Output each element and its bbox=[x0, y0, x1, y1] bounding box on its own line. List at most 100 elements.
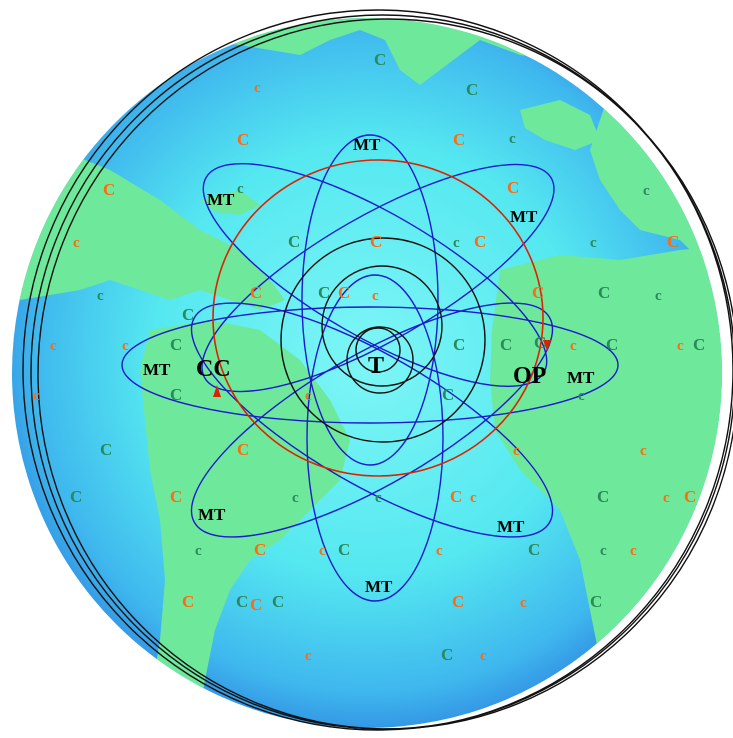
scatter-letter: C bbox=[236, 592, 248, 611]
land-south-america bbox=[140, 320, 350, 728]
scatter-letter: C bbox=[598, 283, 610, 302]
mt-orbit-1 bbox=[301, 134, 439, 466]
scatter-letter: C bbox=[250, 595, 262, 614]
scatter-letter: c bbox=[663, 490, 670, 506]
scatter-letter: c bbox=[375, 490, 382, 506]
mt-label-1: MT bbox=[353, 135, 381, 154]
scatter-letter: C bbox=[450, 487, 462, 506]
scatter-letter: C bbox=[534, 333, 546, 352]
mt-labels: MT MT MT MT MT MT MT MT bbox=[143, 135, 595, 596]
land-island-north bbox=[520, 100, 600, 150]
scatter-letter: C bbox=[254, 540, 266, 559]
scatter-letter: c bbox=[513, 443, 520, 459]
scatter-letter: c bbox=[600, 543, 607, 559]
mt-orbits bbox=[121, 134, 619, 602]
globe-outlines bbox=[22, 9, 733, 731]
scatter-letter: C bbox=[474, 232, 486, 251]
region-label-cc: CC bbox=[196, 356, 231, 382]
scatter-letter: c bbox=[73, 235, 80, 251]
scatter-letter: C bbox=[374, 50, 386, 69]
scatter-letter: C bbox=[250, 283, 262, 302]
scatter-letter: c bbox=[305, 648, 312, 664]
scatter-letter: C bbox=[507, 178, 519, 197]
center-label: T bbox=[368, 353, 384, 379]
scatter-letter: c bbox=[655, 288, 662, 304]
scatter-letter: C bbox=[453, 335, 465, 354]
scatter-letter: C bbox=[70, 487, 82, 506]
core-rings bbox=[280, 237, 486, 443]
scatter-letter: c bbox=[453, 235, 460, 251]
scatter-letter: c bbox=[643, 183, 650, 199]
scatter-letter: C bbox=[170, 487, 182, 506]
red-ring-arrow-left bbox=[213, 385, 221, 397]
mt-orbit-3 bbox=[201, 163, 555, 393]
scatter-letter: C bbox=[452, 592, 464, 611]
scatter-letter: C bbox=[466, 80, 478, 99]
scatter-letter: c bbox=[509, 131, 516, 147]
scatter-letter: c bbox=[480, 648, 487, 664]
scatter-letter: c bbox=[590, 235, 597, 251]
scatter-letter: C bbox=[170, 385, 182, 404]
mt-label-3: MT bbox=[510, 207, 538, 226]
scatter-letter: c bbox=[630, 543, 637, 559]
mt-orbit-2 bbox=[202, 162, 548, 388]
scatter-letter: C bbox=[597, 487, 609, 506]
scatter-letter: C bbox=[272, 592, 284, 611]
scatter-letter: c bbox=[578, 388, 585, 404]
scatter-letter: c bbox=[237, 181, 244, 197]
scatter-letter: C bbox=[441, 645, 453, 664]
scatter-letter: c bbox=[97, 288, 104, 304]
scatter-letter: C bbox=[606, 335, 618, 354]
scatter-letter: C bbox=[500, 335, 512, 354]
scatter-letter: C bbox=[532, 283, 544, 302]
scatter-letter: c bbox=[254, 80, 261, 96]
scatter-letter: c bbox=[640, 443, 647, 459]
scatter-letter: c bbox=[677, 338, 684, 354]
mt-label-6: MT bbox=[198, 505, 226, 524]
scatter-letter: c bbox=[319, 543, 326, 559]
scatter-letter: c bbox=[292, 490, 299, 506]
region-label-op: OP bbox=[513, 363, 546, 389]
scatter-letter: C bbox=[684, 487, 696, 506]
scatter-letter: c bbox=[33, 388, 40, 404]
scatter-letter: C bbox=[528, 540, 540, 559]
mt-orbit-6 bbox=[190, 302, 554, 538]
scatter-letter: c bbox=[122, 338, 129, 354]
mt-label-4: MT bbox=[143, 360, 171, 379]
mt-label-2: MT bbox=[207, 190, 235, 209]
scatter-letter: c bbox=[372, 288, 379, 304]
scatter-letter: C bbox=[182, 305, 194, 324]
scatter-letter: C bbox=[237, 440, 249, 459]
mt-orbit-4 bbox=[121, 306, 619, 424]
scatter-letter: C bbox=[338, 540, 350, 559]
scatter-letter: C bbox=[590, 592, 602, 611]
mt-label-5: MT bbox=[567, 368, 595, 387]
scatter-letter: C bbox=[103, 180, 115, 199]
scatter-letter: C bbox=[237, 130, 249, 149]
mt-label-7: MT bbox=[497, 517, 525, 536]
scatter-letter: C bbox=[338, 283, 350, 302]
scatter-letter: c bbox=[436, 543, 443, 559]
scatter-letter: C bbox=[370, 232, 382, 251]
scatter-letter: C bbox=[667, 232, 679, 251]
scatter-letter: C bbox=[453, 130, 465, 149]
scatter-letter: c bbox=[470, 490, 477, 506]
mt-label-8: MT bbox=[365, 577, 393, 596]
red-ring-arrow-right bbox=[543, 340, 551, 351]
scatter-letter: C bbox=[318, 283, 330, 302]
red-ring bbox=[212, 159, 544, 477]
mt-orbit-5 bbox=[306, 274, 444, 602]
scatter-letter: c bbox=[195, 543, 202, 559]
scatter-letter: c bbox=[305, 388, 312, 404]
scatter-letter: C bbox=[100, 440, 112, 459]
scatter-letter: C bbox=[288, 232, 300, 251]
scatter-letter: c bbox=[520, 595, 527, 611]
mt-orbit-7 bbox=[190, 302, 554, 538]
scatter-letter: C bbox=[442, 385, 454, 404]
scatter-letter: C bbox=[170, 335, 182, 354]
scatter-letter: C bbox=[182, 592, 194, 611]
scatter-letter: c bbox=[570, 338, 577, 354]
